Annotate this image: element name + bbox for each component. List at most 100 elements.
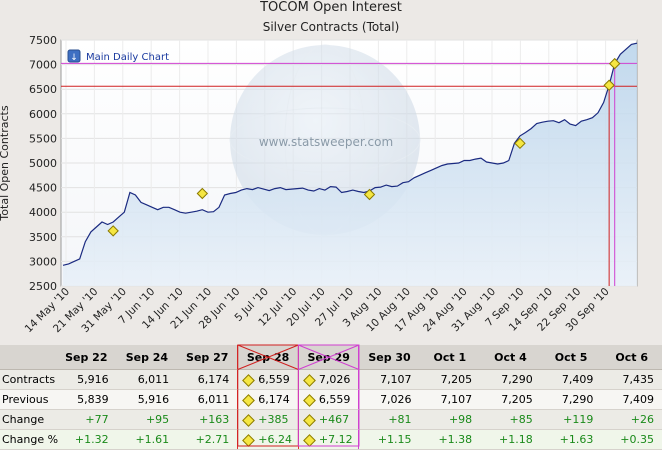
table-cell: +1.63 — [540, 429, 602, 450]
table-cell: 5,839 — [56, 389, 117, 410]
table-cell: 7,026 — [358, 389, 420, 410]
table-cell: +26 — [601, 409, 662, 430]
y-tick-label: 6000 — [29, 108, 57, 121]
table-cell: 7,409 — [601, 389, 662, 410]
table-cell: 7,205 — [480, 389, 541, 410]
y-tick-label: 5000 — [29, 157, 57, 170]
table-cell: +2.71 — [177, 429, 238, 450]
diamond-marker-icon — [242, 433, 256, 447]
series-area — [63, 43, 637, 287]
diamond-marker[interactable] — [603, 79, 615, 91]
table-cell: +6.24 — [237, 429, 299, 450]
diamond-marker-icon — [242, 373, 256, 387]
y-axis-label: Total Open Contracts — [0, 105, 11, 221]
table-cell: +1.38 — [419, 429, 481, 450]
column-header: Sep 22 — [56, 345, 117, 370]
table-cell: +85 — [480, 409, 541, 430]
main-daily-chart-link[interactable]: ↓ Main Daily Chart — [67, 49, 169, 63]
chart-title: TOCOM Open Interest — [259, 0, 402, 15]
open-interest-table: Sep 22 Sep 24 Sep 27 Sep 28 Sep 29 Sep 3… — [0, 345, 662, 450]
table-cell: 6,011 — [116, 369, 178, 390]
y-tick-label: 3500 — [29, 231, 57, 244]
table-cell: 6,174 — [237, 389, 299, 410]
table-cell: 6,559 — [237, 369, 299, 390]
table-cell: +95 — [116, 409, 178, 430]
row-label: Contracts — [0, 369, 56, 390]
table-cell: 7,290 — [540, 389, 602, 410]
table-cell: 6,559 — [297, 389, 360, 410]
diamond-marker-icon — [303, 413, 316, 427]
cell-value: 6,559 — [318, 393, 351, 406]
table-cell: 7,435 — [601, 369, 662, 390]
svg-text:↓: ↓ — [70, 53, 78, 63]
table-cell: 6,011 — [177, 389, 238, 410]
diamond-marker-icon — [242, 393, 256, 407]
table-cell: 7,409 — [540, 369, 602, 390]
y-tick-label: 2500 — [29, 280, 57, 293]
table-cell: +163 — [177, 409, 238, 430]
diamond-marker[interactable] — [514, 137, 526, 150]
table-cell: +1.32 — [56, 429, 117, 450]
series-line — [62, 42, 638, 266]
y-tick-label: 6500 — [29, 83, 57, 96]
row-label: Change — [0, 409, 56, 430]
cell-value: +385 — [258, 413, 289, 426]
table-row: Change +77 +95 +163 +385 +467 +81 +98 +85 +119 +26 — [0, 409, 662, 430]
table-cell: 6,174 — [177, 369, 238, 390]
table-cell: +1.61 — [116, 429, 178, 450]
y-tick-label: 3000 — [29, 255, 57, 268]
column-header-selected[interactable]: Sep 29 — [297, 345, 360, 370]
table-cell: 7,290 — [480, 369, 541, 390]
table-cell: +81 — [358, 409, 420, 430]
chart-link-icon — [67, 49, 81, 63]
table-cell: +1.18 — [480, 429, 541, 450]
diamond-marker[interactable] — [196, 187, 209, 200]
table-cell: +119 — [540, 409, 602, 430]
table-cell: 5,916 — [56, 369, 117, 390]
cell-value: +6.24 — [258, 433, 292, 446]
table-cell: +0.35 — [601, 429, 662, 450]
table-cell: 5,916 — [116, 389, 178, 410]
y-tick-label: 4000 — [29, 206, 57, 219]
table-row: Contracts 5,916 6,011 6,174 6,559 7,026 7,107 7… — [0, 369, 662, 390]
table-cell: 7,026 — [297, 369, 360, 390]
cell-value: 7,026 — [318, 373, 351, 386]
column-header: Oct 4 — [480, 345, 541, 370]
column-header: Sep 24 — [116, 345, 178, 370]
table-cell: +385 — [237, 409, 299, 430]
table-cell: 7,107 — [419, 389, 481, 410]
table-cell: +467 — [297, 409, 360, 430]
y-tick-label: 7500 — [29, 34, 57, 47]
header-label-cell — [0, 345, 56, 370]
column-header-selected[interactable]: Sep 28 — [237, 345, 299, 370]
diamond-marker[interactable] — [609, 57, 621, 70]
column-header: Oct 5 — [540, 345, 602, 370]
row-label: Previous — [0, 389, 56, 410]
cell-value: +467 — [318, 413, 350, 426]
row-label: Change % — [0, 429, 58, 450]
table-header-row: Sep 22 Sep 24 Sep 27 Sep 28 Sep 29 Sep 3… — [0, 345, 662, 370]
table-cell: +7.12 — [297, 429, 360, 450]
table-cell: +77 — [56, 409, 117, 430]
cell-value: 6,174 — [258, 393, 290, 406]
column-header: Oct 6 — [601, 345, 662, 370]
table-cell: 7,205 — [419, 369, 481, 390]
y-tick-label: 5500 — [29, 132, 57, 145]
y-tick-label: 4500 — [29, 182, 57, 195]
diamond-marker-icon — [303, 373, 316, 387]
column-header: Oct 1 — [419, 345, 481, 370]
diamond-marker[interactable] — [363, 188, 376, 201]
chart-subtitle: Silver Contracts (Total) — [263, 20, 400, 34]
diamond-marker-icon — [303, 393, 316, 407]
cell-value: 6,559 — [258, 373, 290, 386]
diamond-marker[interactable] — [107, 225, 119, 237]
table-cell: 7,107 — [358, 369, 420, 390]
cell-value: +7.12 — [318, 433, 353, 446]
open-interest-chart: TOCOM Open Interest Silver Contracts (To… — [0, 0, 638, 335]
table-cell: +1.15 — [358, 429, 420, 450]
diamond-marker-icon — [242, 413, 256, 427]
watermark-text: www.statsweeper.com — [259, 135, 393, 149]
chart-link-label[interactable]: Main Daily Chart — [86, 52, 169, 63]
y-tick-label: 7000 — [29, 59, 57, 72]
diamond-marker-icon — [303, 433, 316, 447]
